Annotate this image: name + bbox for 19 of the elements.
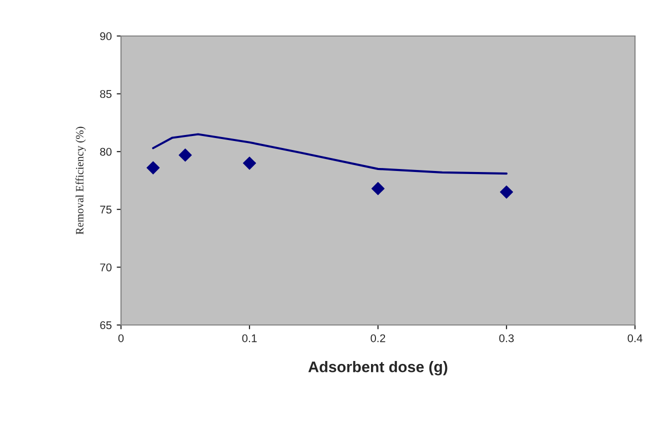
x-tick-label: 0 [118,334,124,342]
y-tick-label: 80 [100,148,112,156]
y-tick-label: 90 [100,32,112,40]
y-axis-title: Removal Efficiency (%) [76,126,86,234]
x-axis-title: Adsorbent dose (g) [308,361,448,376]
point [178,148,192,162]
point [242,156,256,170]
y-tick-label: 65 [100,321,112,330]
point [500,185,514,199]
line-series [152,133,508,175]
point [371,182,385,196]
x-tick-label: 0.2 [370,334,386,342]
point [146,161,160,174]
x-tick-label: 0.3 [499,334,514,342]
y-tick-label: 70 [100,263,112,272]
y-tick-label: 85 [100,90,112,98]
x-tick-label: 0.4 [628,334,642,342]
x-tick-label: 0.1 [242,334,257,342]
y-tick-label: 75 [100,206,112,214]
